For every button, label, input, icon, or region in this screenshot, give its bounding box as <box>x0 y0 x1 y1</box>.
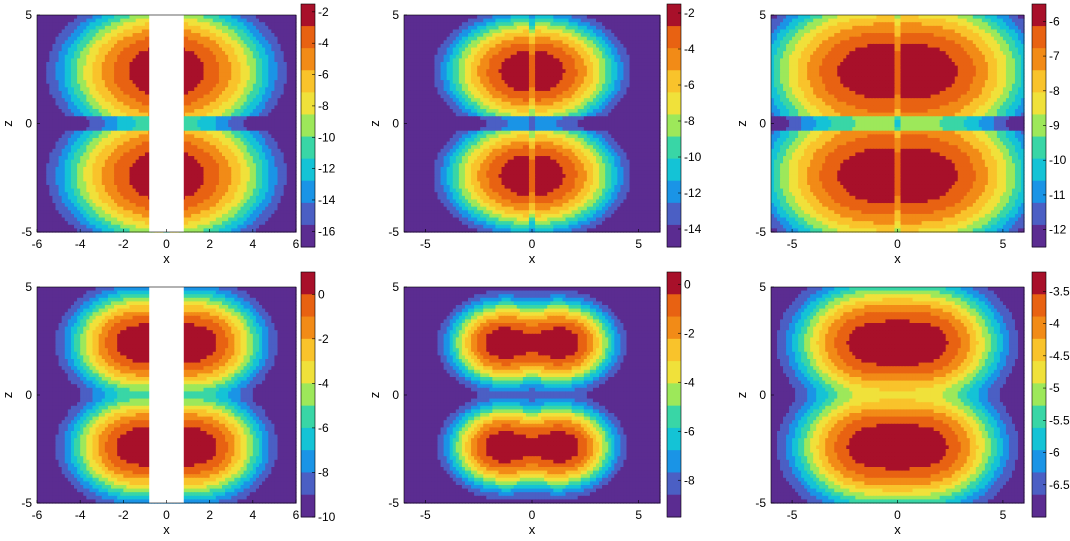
subplot-1: -6 -4 -2 0 2 4 6-505xz-2-4-6-8-10-12-14-16 <box>0 4 336 266</box>
